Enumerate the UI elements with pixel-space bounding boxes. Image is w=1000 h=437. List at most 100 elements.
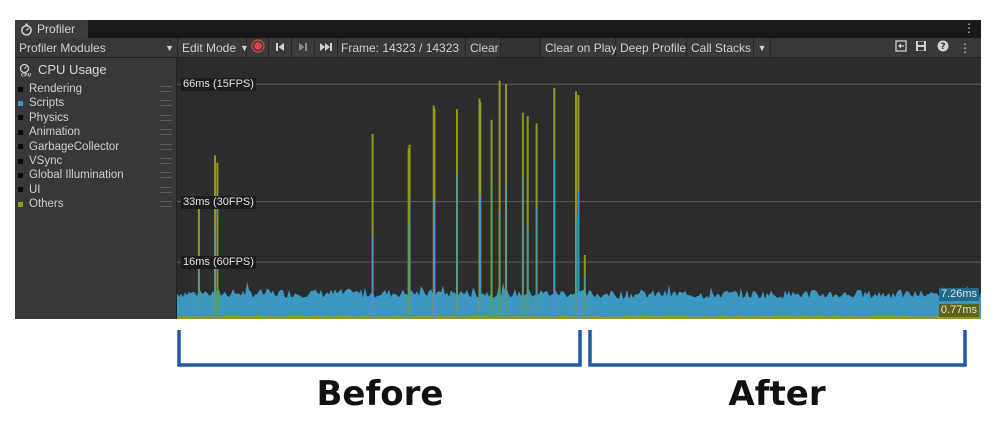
before-bracket [177,330,582,367]
legend-item-physics[interactable]: Physics [18,111,174,125]
skip-to-end-button[interactable] [315,38,338,57]
legend-item-garbagecollector[interactable]: GarbageCollector [18,140,174,154]
edit-mode-dropdown[interactable]: Edit Mode ▼ [177,38,249,57]
kebab-menu-icon[interactable]: ⋮ [963,21,975,35]
cpu-usage-chart[interactable]: 66ms (15FPS) 33ms (30FPS) 16ms (60FPS) 7.26… [177,58,981,320]
legend-item-rendering[interactable]: Rendering [18,82,174,96]
frame-spike-scripts [527,227,529,319]
frame-spike-scripts [499,211,501,319]
legend-swatch [18,158,23,164]
legend-swatch [18,144,23,150]
frame-spike-scripts [456,174,458,319]
stopwatch-icon [20,23,33,36]
legend-item-global-illumination[interactable]: Global Illumination [18,168,174,182]
legend-swatch [18,187,23,193]
drag-handle-icon[interactable] [160,172,172,179]
call-stacks-dropdown[interactable]: ▼ [754,38,771,57]
tab-profiler[interactable]: Profiler [15,20,88,38]
save-icon [915,40,927,55]
help-button[interactable]: ? [933,38,953,57]
after-label: After [728,374,826,414]
frame-spike [371,134,374,319]
frame-spike-scripts [434,199,436,319]
tab-title: Profiler [37,22,76,36]
frame-spike-scripts [584,274,586,319]
chevron-down-icon: ▼ [757,42,767,53]
frame-spike [526,116,529,319]
legend-label: VSync [29,155,63,167]
drag-handle-icon[interactable] [160,143,172,150]
drag-handle-icon[interactable] [160,86,172,92]
legend-label: Rendering [29,83,83,95]
chevron-down-icon: ▼ [240,42,249,53]
legend-item-vsync[interactable]: VSync [18,154,174,168]
others-current-value: 0.77ms [938,304,979,317]
legend-label: Physics [29,111,69,124]
legend-label: GarbageCollector [29,140,120,153]
module-list-panel: CPU CPU Usage Rendering Scripts Physics Ani… [15,58,177,319]
clear-button[interactable]: Clear [465,38,501,57]
legend-item-others[interactable]: Others [18,197,174,211]
save-button[interactable] [911,38,931,57]
record-icon [250,39,265,56]
dropdown-arrow-icon: ▼ [165,43,174,53]
step-back-button[interactable] [269,38,292,57]
record-button[interactable] [247,38,269,57]
kebab-menu-icon[interactable]: ⋮ [959,40,971,55]
grid-label-33ms: 33ms (30FPS) [181,195,256,209]
cpu-usage-graph [177,80,981,320]
legend-item-animation[interactable]: Animation [18,125,174,139]
help-icon: ? [937,40,949,55]
step-forward-button[interactable] [292,38,315,57]
frame-spike-scripts [491,181,493,319]
legend-item-ui[interactable]: UI [18,183,174,197]
grid-label-66ms: 66ms (15FPS) [181,78,256,92]
drag-handle-icon[interactable] [160,186,172,193]
before-label: Before [316,374,444,414]
tab-bar: Profiler ⋮ [15,20,981,38]
frame-spike-scripts [575,216,577,319]
frame-counter: Frame: 14323 / 14323 [341,38,465,57]
profiler-modules-label: Profiler Modules [19,40,106,55]
frame-spike [575,91,577,319]
legend-label: Others [29,198,64,211]
step-back-icon [274,41,286,55]
call-stacks-toggle[interactable]: Call Stacks [687,38,754,57]
legend-label: Scripts [29,97,65,110]
clear-label: Clear [470,40,499,55]
after-bracket [588,330,967,367]
drag-handle-icon[interactable] [160,129,172,136]
clear-on-play-label: Clear on Play [545,40,618,55]
frame-spike-scripts [553,159,555,319]
legend-swatch [18,100,23,106]
frame-spike-scripts [214,225,216,319]
profiler-window: Profiler ⋮ Profiler Modules ▼ Edit Mode … [15,20,981,320]
legend-item-scripts[interactable]: Scripts [18,96,174,110]
legend-swatch [18,172,23,178]
frame-spike-scripts [577,191,580,319]
call-stacks-label: Call Stacks [691,40,752,55]
drag-handle-icon[interactable] [160,114,172,121]
toolbar-spacer [501,38,541,57]
toolbar: Profiler Modules ▼ Edit Mode ▼ [15,38,981,58]
drag-handle-icon[interactable] [160,158,172,164]
profiler-modules-dropdown[interactable]: Profiler Modules ▼ [19,38,177,57]
frame-spike-scripts [505,185,507,319]
clear-on-play-toggle[interactable]: Clear on Play [541,38,618,57]
scripts-current-value: 7.26ms [938,288,979,301]
deep-profile-toggle[interactable]: Deep Profile [616,38,687,57]
frame-spike-scripts [479,195,481,319]
step-forward-icon [297,41,309,55]
legend-swatch [18,201,23,207]
load-icon [894,40,908,55]
cpu-usage-module-title[interactable]: CPU CPU Usage [19,62,107,77]
svg-text:?: ? [940,42,945,52]
frame-spike-scripts [522,176,524,319]
drag-handle-icon[interactable] [160,201,172,208]
legend-swatch [18,86,23,92]
frame-spike-scripts [372,235,374,319]
deep-profile-label: Deep Profile [620,40,687,55]
drag-handle-icon[interactable] [160,100,172,107]
frame-spike-scripts [198,267,200,319]
load-button[interactable] [891,38,911,57]
